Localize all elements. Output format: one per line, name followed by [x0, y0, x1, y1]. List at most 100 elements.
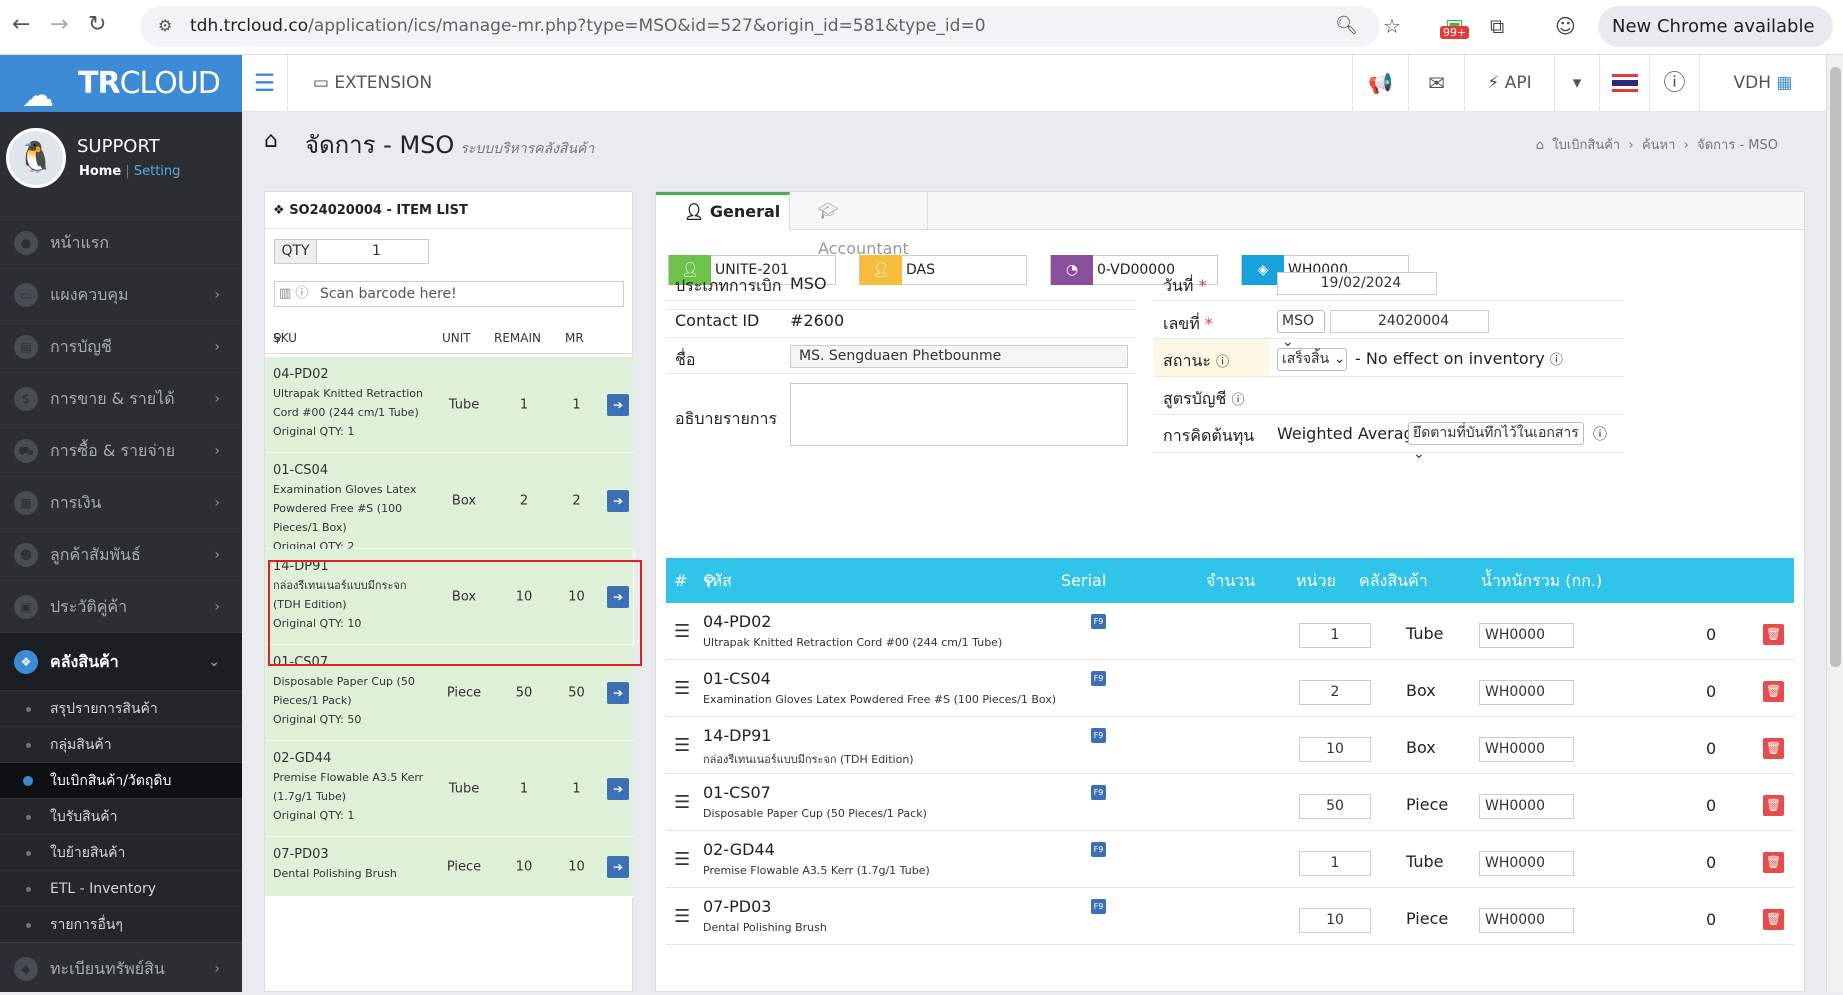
f9-button[interactable]: F9: [1091, 842, 1106, 857]
drag-handle-icon[interactable]: ☰: [674, 849, 691, 870]
item-list-row[interactable]: 14-DP91 กล่องรีเทนเนอร์แบบมีกระจก (TDH Ed…: [265, 549, 633, 645]
back-icon[interactable]: ←: [12, 12, 31, 37]
arrow-right-icon[interactable]: ➔: [607, 585, 629, 608]
product-warehouse-input[interactable]: WH0000: [1479, 623, 1574, 648]
breadcrumb-item[interactable]: ใบเบิกสินค้า: [1552, 138, 1621, 153]
sidebar-item-accounting[interactable]: ▤ การบัญชี ›: [0, 320, 242, 372]
product-qty-input[interactable]: 2: [1299, 680, 1371, 705]
trash-icon[interactable]: 🗑︎: [1763, 909, 1784, 930]
bookmark-star-icon[interactable]: ☆: [1383, 14, 1401, 38]
drag-handle-icon[interactable]: ☰: [674, 678, 691, 699]
barcode-input[interactable]: ▥ ⓘ Scan barcode here!: [274, 281, 624, 307]
home-link[interactable]: Home: [79, 164, 122, 179]
arrow-right-icon[interactable]: ➔: [607, 681, 629, 704]
zoom-icon[interactable]: 🔍︎: [1335, 15, 1358, 36]
f9-button[interactable]: F9: [1091, 728, 1106, 743]
sidebar-subitem-product-summary[interactable]: สรุปรายการสินค้า: [0, 690, 242, 726]
drag-handle-icon[interactable]: ☰: [674, 735, 691, 756]
drag-handle-icon[interactable]: ☰: [674, 792, 691, 813]
f9-button[interactable]: F9: [1091, 671, 1106, 686]
name-field[interactable]: MS. Sengduaen Phetbounme: [790, 345, 1128, 368]
product-warehouse-input[interactable]: WH0000: [1479, 680, 1574, 705]
api-button[interactable]: ⚡ API: [1464, 55, 1554, 112]
home-icon[interactable]: ⌂: [264, 128, 278, 153]
description-textarea[interactable]: [790, 383, 1128, 446]
product-warehouse-input[interactable]: WH0000: [1479, 794, 1574, 819]
trash-icon[interactable]: 🗑︎: [1763, 738, 1784, 759]
reload-icon[interactable]: ↻: [88, 12, 107, 37]
thai-flag-icon[interactable]: [1599, 55, 1649, 112]
arrow-right-icon[interactable]: ➔: [607, 777, 629, 800]
trash-icon[interactable]: 🗑︎: [1763, 852, 1784, 873]
help-icon[interactable]: ⓘ: [1649, 55, 1699, 112]
sidebar-item-crm[interactable]: ☻ ลูกค้าสัมพันธ์ ›: [0, 528, 242, 580]
sidebar-item-home[interactable]: ● หน้าแรก: [0, 216, 242, 268]
sidebar-item-finance[interactable]: ▦ การเงิน ›: [0, 476, 242, 528]
tab-accountant[interactable]: 🎓︎ Accountant: [790, 192, 928, 258]
mail-icon[interactable]: ✉: [1408, 55, 1464, 112]
qty-value[interactable]: 1: [372, 243, 381, 259]
doc-no-input[interactable]: 24020004: [1330, 310, 1489, 333]
f9-button[interactable]: F9: [1091, 785, 1106, 800]
avatar[interactable]: 🐧: [6, 128, 66, 188]
sidebar-subitem-product-groups[interactable]: กลุ่มสินค้า: [0, 726, 242, 762]
product-warehouse-input[interactable]: WH0000: [1479, 851, 1574, 876]
cost-select[interactable]: ยึดตามที่บันทึกไว้ในเอกสาร ⌄: [1408, 422, 1584, 462]
drag-handle-icon[interactable]: ☰: [674, 621, 691, 642]
profile-icon[interactable]: ☺: [1555, 14, 1576, 38]
page-scrollbar[interactable]: [1826, 55, 1843, 992]
product-warehouse-input[interactable]: WH0000: [1479, 908, 1574, 933]
qty-field[interactable]: QTY 1: [274, 239, 429, 264]
announcement-icon[interactable]: 📢: [1352, 55, 1408, 112]
item-list-row[interactable]: 07-PD03 Dental Polishing Brush Piece 10 10 ➔: [265, 837, 633, 897]
sidebar-item-purchase[interactable]: ⛟ การซื้อ & รายจ่าย ›: [0, 424, 242, 476]
sidebar-item-dashboard[interactable]: ▭ แผงควบคุม ›: [0, 268, 242, 320]
breadcrumb-item[interactable]: ค้นหา: [1641, 138, 1676, 153]
product-qty-input[interactable]: 10: [1299, 908, 1371, 933]
item-list-row[interactable]: 02-GD44 Premise Flowable A3.5 Kerr (1.7g/…: [265, 741, 633, 837]
arrow-right-icon[interactable]: ➔: [607, 855, 629, 878]
product-qty-input[interactable]: 1: [1299, 623, 1371, 648]
dropdown-caret-icon[interactable]: ▾: [1554, 55, 1599, 112]
address-bar[interactable]: ⚙ tdh.trcloud.co/application/ics/manage-…: [140, 6, 1380, 47]
date-input[interactable]: 19/02/2024: [1277, 272, 1437, 295]
sidebar-item-partners[interactable]: ▣ ประวัติคู่ค้า ›: [0, 580, 242, 632]
status-select[interactable]: เสร็จสิ้น ⌄: [1277, 348, 1347, 371]
sidebar-subitem-etl[interactable]: ETL - Inventory: [0, 870, 242, 906]
trash-icon[interactable]: 🗑︎: [1763, 624, 1784, 645]
sidebar-subitem-goods-receipt[interactable]: ใบรับสินค้า: [0, 798, 242, 834]
sidebar-subitem-transfer[interactable]: ใบย้ายสินค้า: [0, 834, 242, 870]
doc-prefix-select[interactable]: MSO ⌄: [1277, 310, 1325, 350]
extension-button[interactable]: ▭ EXTENSION: [287, 55, 457, 112]
trash-icon[interactable]: 🗑︎: [1763, 681, 1784, 702]
f9-button[interactable]: F9: [1091, 899, 1106, 914]
site-info-icon[interactable]: ⚙: [158, 16, 173, 35]
product-qty-input[interactable]: 50: [1299, 794, 1371, 819]
item-list-row[interactable]: 04-PD02 Ultrapak Knitted Retraction Cord …: [265, 357, 633, 453]
tab-general[interactable]: 👤︎ General: [656, 192, 790, 230]
user-menu[interactable]: VDH ▦: [1699, 55, 1826, 112]
extensions-icon[interactable]: ⧉: [1490, 14, 1505, 38]
sidebar-subitem-material-requisition[interactable]: ใบเบิกสินค้า/วัตถุดิบ: [0, 762, 242, 798]
sidebar-item-inventory[interactable]: ❖ คลังสินค้า ⌄: [0, 632, 242, 690]
item-list-row[interactable]: 01-CS07 Disposable Paper Cup (50 Pieces/1…: [265, 645, 633, 741]
arrow-right-icon[interactable]: ➔: [607, 393, 629, 416]
trash-icon[interactable]: 🗑︎: [1763, 795, 1784, 816]
item-list-row[interactable]: 01-CS04 Examination Gloves Latex Powdered…: [265, 453, 633, 553]
sidebar-subitem-others[interactable]: รายการอื่นๆ: [0, 906, 242, 942]
item-mr: 10: [568, 589, 585, 604]
product-warehouse-input[interactable]: WH0000: [1479, 737, 1574, 762]
hamburger-menu-icon[interactable]: ☰: [253, 69, 276, 97]
arrow-right-icon[interactable]: ➔: [607, 489, 629, 512]
drag-handle-icon[interactable]: ☰: [674, 906, 691, 927]
f9-button[interactable]: F9: [1091, 614, 1106, 629]
new-chrome-button[interactable]: New Chrome available ⋮: [1598, 6, 1833, 78]
product-qty-input[interactable]: 10: [1299, 737, 1371, 762]
sidebar-item-sales[interactable]: $ การขาย & รายได้ ›: [0, 372, 242, 424]
scrollbar-thumb[interactable]: [1830, 67, 1841, 667]
forward-icon[interactable]: →: [50, 12, 69, 37]
product-qty-input[interactable]: 1: [1299, 851, 1371, 876]
logo[interactable]: ☁ TRCLOUD: [0, 55, 242, 114]
sidebar-item-assets[interactable]: ◆ ทะเบียนทรัพย์สิน ›: [0, 942, 242, 994]
setting-link[interactable]: Setting: [133, 164, 181, 179]
